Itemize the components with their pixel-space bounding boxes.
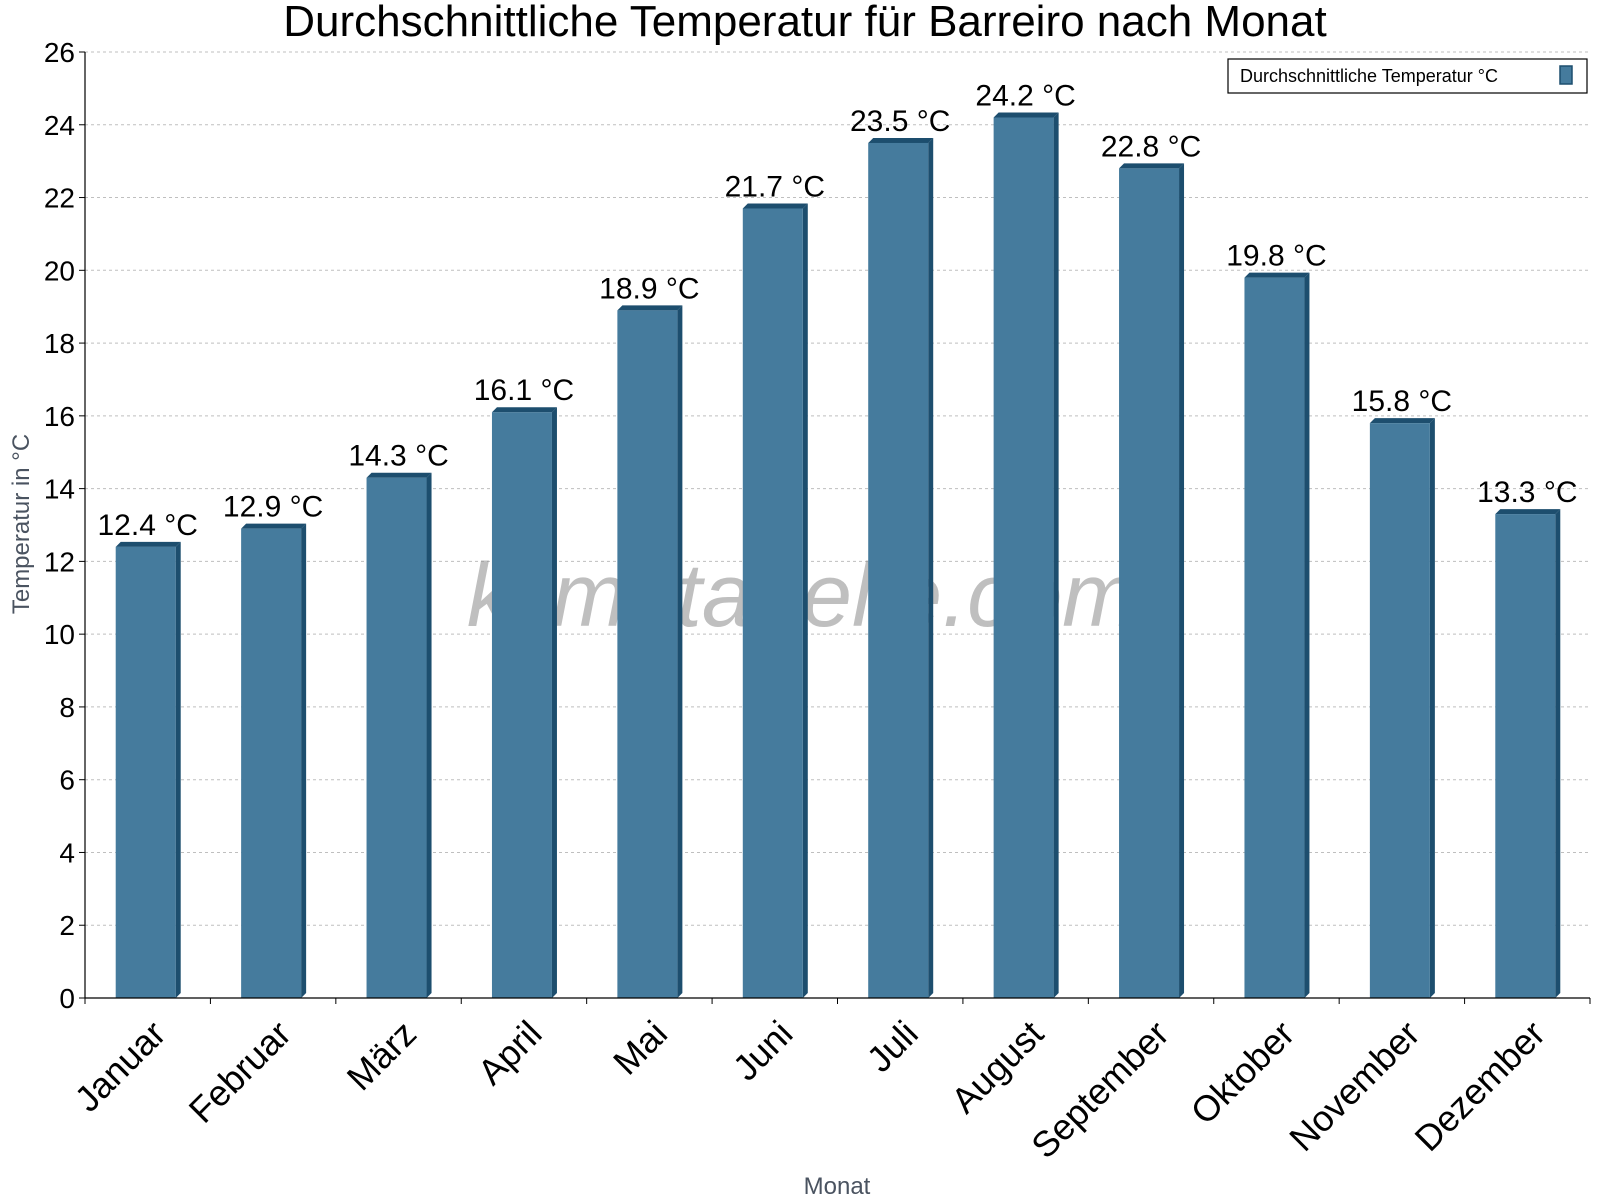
- bar-side: [928, 137, 934, 998]
- bar-front: [115, 546, 176, 998]
- bar-side: [677, 305, 683, 998]
- bar-side: [551, 407, 557, 998]
- data-label: 13.3 °C: [1477, 476, 1577, 509]
- bar-front: [868, 142, 929, 998]
- x-tick-label: Dezember: [1407, 1013, 1553, 1159]
- y-tick-label: 18: [44, 328, 75, 359]
- y-tick-label: 0: [59, 983, 75, 1014]
- x-tick-label: Juni: [725, 1013, 801, 1089]
- data-label: 14.3 °C: [348, 440, 448, 473]
- bar-front: [1495, 514, 1556, 998]
- y-tick-label: 22: [44, 183, 75, 214]
- bar-top: [491, 407, 557, 413]
- bar-side: [301, 523, 307, 998]
- data-label: 19.8 °C: [1226, 240, 1326, 273]
- bar: [1119, 163, 1185, 998]
- legend: Durchschnittliche Temperatur °C: [1227, 58, 1588, 94]
- bar: [366, 472, 432, 998]
- data-label: 21.7 °C: [725, 170, 825, 203]
- bar-front: [366, 477, 427, 998]
- x-tick-label: September: [1023, 1013, 1177, 1167]
- data-label: 15.8 °C: [1352, 385, 1452, 418]
- y-tick-label: 8: [59, 692, 75, 723]
- bar-top: [366, 472, 432, 478]
- bar-top: [1495, 509, 1561, 515]
- bar-side: [1429, 418, 1435, 999]
- bar-side: [1053, 112, 1059, 998]
- data-labels: 12.4 °C 12.9 °C 14.3 °C 16.1 °C 18.9 °C 21.7 …: [98, 79, 1578, 541]
- bar-side: [1304, 272, 1310, 999]
- y-tick-label: 12: [44, 546, 75, 577]
- bar-front: [1244, 277, 1305, 999]
- bar: [1369, 418, 1435, 999]
- y-axis-title: Temperatur in °C: [8, 434, 35, 614]
- y-tick-label: 24: [44, 110, 75, 141]
- bar-top: [742, 203, 808, 209]
- bar: [868, 137, 934, 998]
- y-tick-label: 6: [59, 765, 75, 796]
- bar-front: [1119, 168, 1180, 998]
- bar-top: [1244, 272, 1310, 278]
- bar-side: [426, 472, 432, 998]
- bar: [241, 523, 307, 998]
- bar-side: [175, 541, 181, 998]
- chart-title: Durchschnittliche Temperatur für Barreir…: [283, 0, 1326, 46]
- data-label: 12.4 °C: [98, 509, 198, 542]
- data-label: 24.2 °C: [975, 79, 1075, 112]
- data-label: 16.1 °C: [474, 374, 574, 407]
- x-tick-label: Mai: [605, 1013, 675, 1083]
- data-label: 23.5 °C: [850, 105, 950, 138]
- x-tick-label: Januar: [67, 1013, 174, 1120]
- bar: [1244, 272, 1310, 999]
- legend-swatch: [1559, 65, 1573, 85]
- bar-top: [1119, 163, 1185, 169]
- x-tick-label: April: [470, 1013, 550, 1093]
- x-axis-title: Monat: [804, 1173, 871, 1200]
- bar-top: [241, 523, 307, 529]
- x-tick-label: November: [1281, 1013, 1427, 1159]
- x-tick-label: Juli: [859, 1013, 926, 1080]
- axes: [79, 51, 1591, 1004]
- bar-front: [241, 528, 302, 998]
- data-label: 18.9 °C: [599, 272, 699, 305]
- x-tick-label: Februar: [181, 1013, 299, 1131]
- bar-front: [742, 208, 803, 998]
- data-label: 12.9 °C: [223, 491, 323, 524]
- bar: [742, 203, 808, 998]
- bar: [1495, 509, 1561, 998]
- y-tick-label: 14: [44, 474, 75, 505]
- bar: [993, 112, 1059, 998]
- data-label: 22.8 °C: [1101, 130, 1201, 163]
- bar-front: [1369, 423, 1430, 999]
- bar-top: [993, 112, 1059, 118]
- bar-front: [617, 310, 678, 998]
- bars: [115, 112, 1561, 999]
- x-tick-label: August: [943, 1013, 1051, 1121]
- grid-lines: [85, 51, 1590, 926]
- x-tick-label: Oktober: [1183, 1013, 1303, 1133]
- y-tick-label: 10: [44, 619, 75, 650]
- legend-box: [1227, 58, 1588, 94]
- bar-top: [868, 137, 934, 143]
- bar-top: [1369, 418, 1435, 424]
- bar-front: [993, 117, 1054, 998]
- legend-label: Durchschnittliche Temperatur °C: [1240, 66, 1498, 86]
- y-tick-label: 16: [44, 401, 75, 432]
- bar-top: [115, 541, 181, 547]
- bar-side: [1179, 163, 1185, 998]
- bar: [491, 407, 557, 998]
- y-tick-label: 4: [59, 837, 75, 868]
- bar-side: [1555, 509, 1561, 998]
- bar-front: [491, 412, 552, 998]
- y-tick-label: 20: [44, 255, 75, 286]
- bar-top: [617, 305, 683, 311]
- x-tick-label: März: [339, 1013, 425, 1099]
- y-tick-label: 26: [44, 37, 75, 68]
- bar: [617, 305, 683, 998]
- bar: [115, 541, 181, 998]
- y-tick-label: 2: [59, 910, 75, 941]
- bar-side: [802, 203, 808, 998]
